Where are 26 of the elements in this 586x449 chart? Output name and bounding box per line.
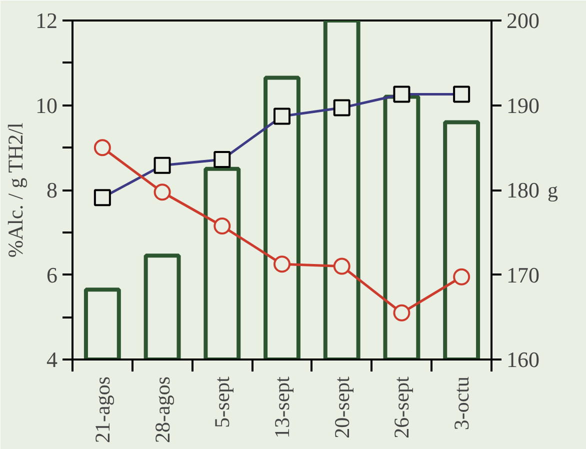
y2-tick-label: 200 xyxy=(506,8,540,33)
x-tick-label: 3-octu xyxy=(450,376,474,430)
y2-tick-label: 170 xyxy=(506,262,540,288)
point xyxy=(333,258,350,275)
y2-tick-label: 180 xyxy=(506,178,540,202)
point xyxy=(453,268,470,286)
x-tick-label: 21-agos xyxy=(90,376,114,443)
y2-tick-label: 190 xyxy=(506,92,540,118)
y-tick-label: 8 xyxy=(46,178,58,202)
x-tick-label: 20-sept xyxy=(330,376,354,438)
y-tick-label: 4 xyxy=(46,347,58,372)
y2-axis-title: g xyxy=(548,178,558,202)
x-tick-label: 5-sept xyxy=(210,376,234,428)
point xyxy=(154,184,171,201)
point xyxy=(393,304,410,322)
point xyxy=(94,139,111,156)
y-tick-label: 12 xyxy=(36,8,58,33)
x-tick-label: 26-sept xyxy=(390,376,414,438)
x-tick-label: 13-sept xyxy=(270,376,294,438)
y-tick-label: 6 xyxy=(46,262,58,288)
point xyxy=(214,218,231,235)
y-tick-label: 10 xyxy=(36,92,58,118)
y2-tick-label: 160 xyxy=(506,347,540,372)
y-axis-title: %Alc. / g TH2/l xyxy=(4,122,28,258)
x-tick-label: 28-agos xyxy=(150,376,174,443)
point xyxy=(274,256,290,273)
